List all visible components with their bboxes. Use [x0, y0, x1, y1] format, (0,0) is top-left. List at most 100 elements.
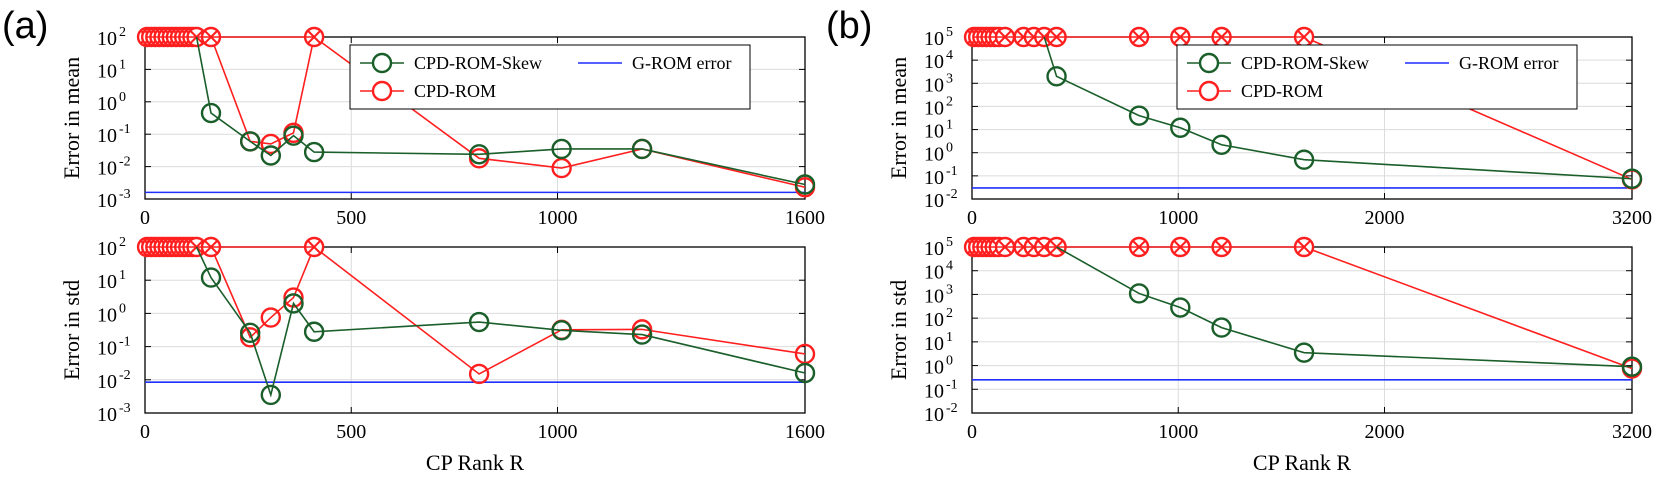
x-tick-label: 0 — [140, 207, 150, 229]
y-tick-exponent: 0 — [946, 354, 953, 369]
series-skew-line — [195, 246, 806, 398]
series-skew-point — [1293, 342, 1315, 363]
legend-label: CPD-ROM — [1241, 81, 1323, 101]
y-tick-label: 10 — [97, 404, 117, 426]
x-tick-label: 1000 — [538, 207, 578, 229]
x-tick-label: 1000 — [1158, 207, 1198, 229]
series-cpd-rom-point — [260, 133, 282, 155]
x-tick-label: 500 — [336, 421, 366, 443]
y-tick-label: 10 — [924, 97, 944, 119]
y-tick-exponent: -2 — [946, 187, 958, 202]
series-skew-point — [1621, 168, 1643, 189]
series-skew-point — [200, 267, 222, 288]
y-tick-label: 10 — [97, 93, 117, 115]
x-tick-label: 1000 — [538, 421, 578, 443]
x-tick-label: 2000 — [1365, 421, 1405, 443]
series-skew-point — [239, 322, 261, 344]
series-skew-point — [468, 144, 490, 165]
series-skew-point — [468, 311, 490, 333]
series-skew-point — [794, 362, 816, 384]
axes-box — [144, 36, 806, 200]
series-skew-point — [631, 138, 653, 160]
y-tick-label: 10 — [924, 51, 944, 73]
x-tick-label: 3200 — [1612, 421, 1652, 443]
y-tick-label: 10 — [924, 380, 944, 402]
legend-swatch-marker — [1198, 80, 1220, 102]
y-axis-label: Error in mean — [59, 57, 84, 179]
series-skew-point — [1621, 356, 1643, 377]
y-tick-exponent: 1 — [946, 118, 953, 133]
x-tick-label: 0 — [967, 421, 977, 443]
y-tick-exponent: -3 — [119, 401, 131, 416]
series-skew-point — [260, 145, 282, 166]
series-skew-point — [1170, 117, 1191, 138]
y-tick-label: 10 — [97, 28, 117, 50]
y-axis-label: Error in std — [886, 280, 911, 380]
y-tick-exponent: 5 — [946, 235, 953, 250]
legend-label: G-ROM error — [1459, 53, 1558, 73]
y-tick-exponent: -1 — [946, 164, 958, 179]
series-skew-point — [1170, 297, 1191, 318]
y-tick-exponent: 0 — [119, 90, 126, 105]
series-skew-point — [1128, 105, 1150, 126]
series-cpd-rom-point — [631, 319, 653, 340]
series-skew-point — [239, 131, 261, 152]
legend-swatch-marker — [371, 80, 393, 102]
series-skew-point — [1211, 134, 1232, 155]
y-tick-exponent: 1 — [119, 268, 126, 283]
series-skew-point — [551, 320, 572, 341]
y-tick-exponent: -1 — [119, 335, 131, 350]
y-tick-exponent: -2 — [946, 401, 958, 416]
y-tick-exponent: 2 — [946, 94, 953, 109]
x-tick-label: 500 — [336, 207, 366, 229]
y-tick-label: 10 — [924, 28, 944, 50]
y-tick-exponent: -3 — [119, 187, 131, 202]
y-tick-exponent: 3 — [946, 282, 953, 297]
y-tick-label: 10 — [97, 158, 117, 180]
axes-box — [971, 246, 1633, 414]
legend-label: CPD-ROM-Skew — [414, 53, 542, 73]
y-tick-exponent: 2 — [119, 25, 126, 40]
y-tick-label: 10 — [924, 144, 944, 166]
y-tick-exponent: 1 — [946, 330, 953, 345]
y-tick-label: 10 — [924, 121, 944, 143]
y-tick-exponent: 4 — [946, 259, 953, 274]
y-tick-exponent: 0 — [946, 141, 953, 156]
legend-box — [1176, 44, 1578, 110]
y-tick-label: 10 — [97, 271, 117, 293]
panel-label-a: (a) — [2, 5, 48, 47]
series-skew-point — [1211, 317, 1232, 338]
series-skew-point — [1128, 283, 1150, 304]
x-tick-label: 3200 — [1612, 207, 1652, 229]
legend-swatch-marker — [371, 52, 393, 74]
x-tick-label: 1000 — [1158, 421, 1198, 443]
y-tick-exponent: -2 — [119, 155, 131, 170]
y-tick-exponent: -1 — [946, 377, 958, 392]
series-cpd-rom-point — [468, 363, 490, 385]
x-axis-label: CP Rank R — [1253, 450, 1352, 475]
series-skew-point — [303, 321, 325, 342]
legend-label: CPD-ROM-Skew — [1241, 53, 1369, 73]
legend: CPD-ROM-Skew G-ROM error CPD-ROM — [1176, 44, 1578, 110]
legend: CPD-ROM-Skew G-ROM error CPD-ROM — [349, 44, 751, 110]
y-tick-exponent: 3 — [946, 71, 953, 86]
series-skew-line — [195, 36, 806, 186]
y-tick-exponent: 2 — [119, 235, 126, 250]
y-tick-label: 10 — [924, 74, 944, 96]
x-tick-label: 2000 — [1365, 207, 1405, 229]
y-tick-exponent: 0 — [119, 301, 126, 316]
y-tick-label: 10 — [924, 238, 944, 260]
x-tick-label: 1600 — [785, 207, 825, 229]
y-tick-exponent: 2 — [946, 306, 953, 321]
y-tick-label: 10 — [924, 309, 944, 331]
y-tick-label: 10 — [97, 338, 117, 360]
y-tick-label: 10 — [924, 262, 944, 284]
panel-label-b: (b) — [826, 5, 872, 47]
y-tick-label: 10 — [97, 190, 117, 212]
y-tick-exponent: 1 — [119, 57, 126, 72]
series-skew-point — [631, 324, 653, 345]
y-axis-label: Error in std — [59, 280, 84, 380]
